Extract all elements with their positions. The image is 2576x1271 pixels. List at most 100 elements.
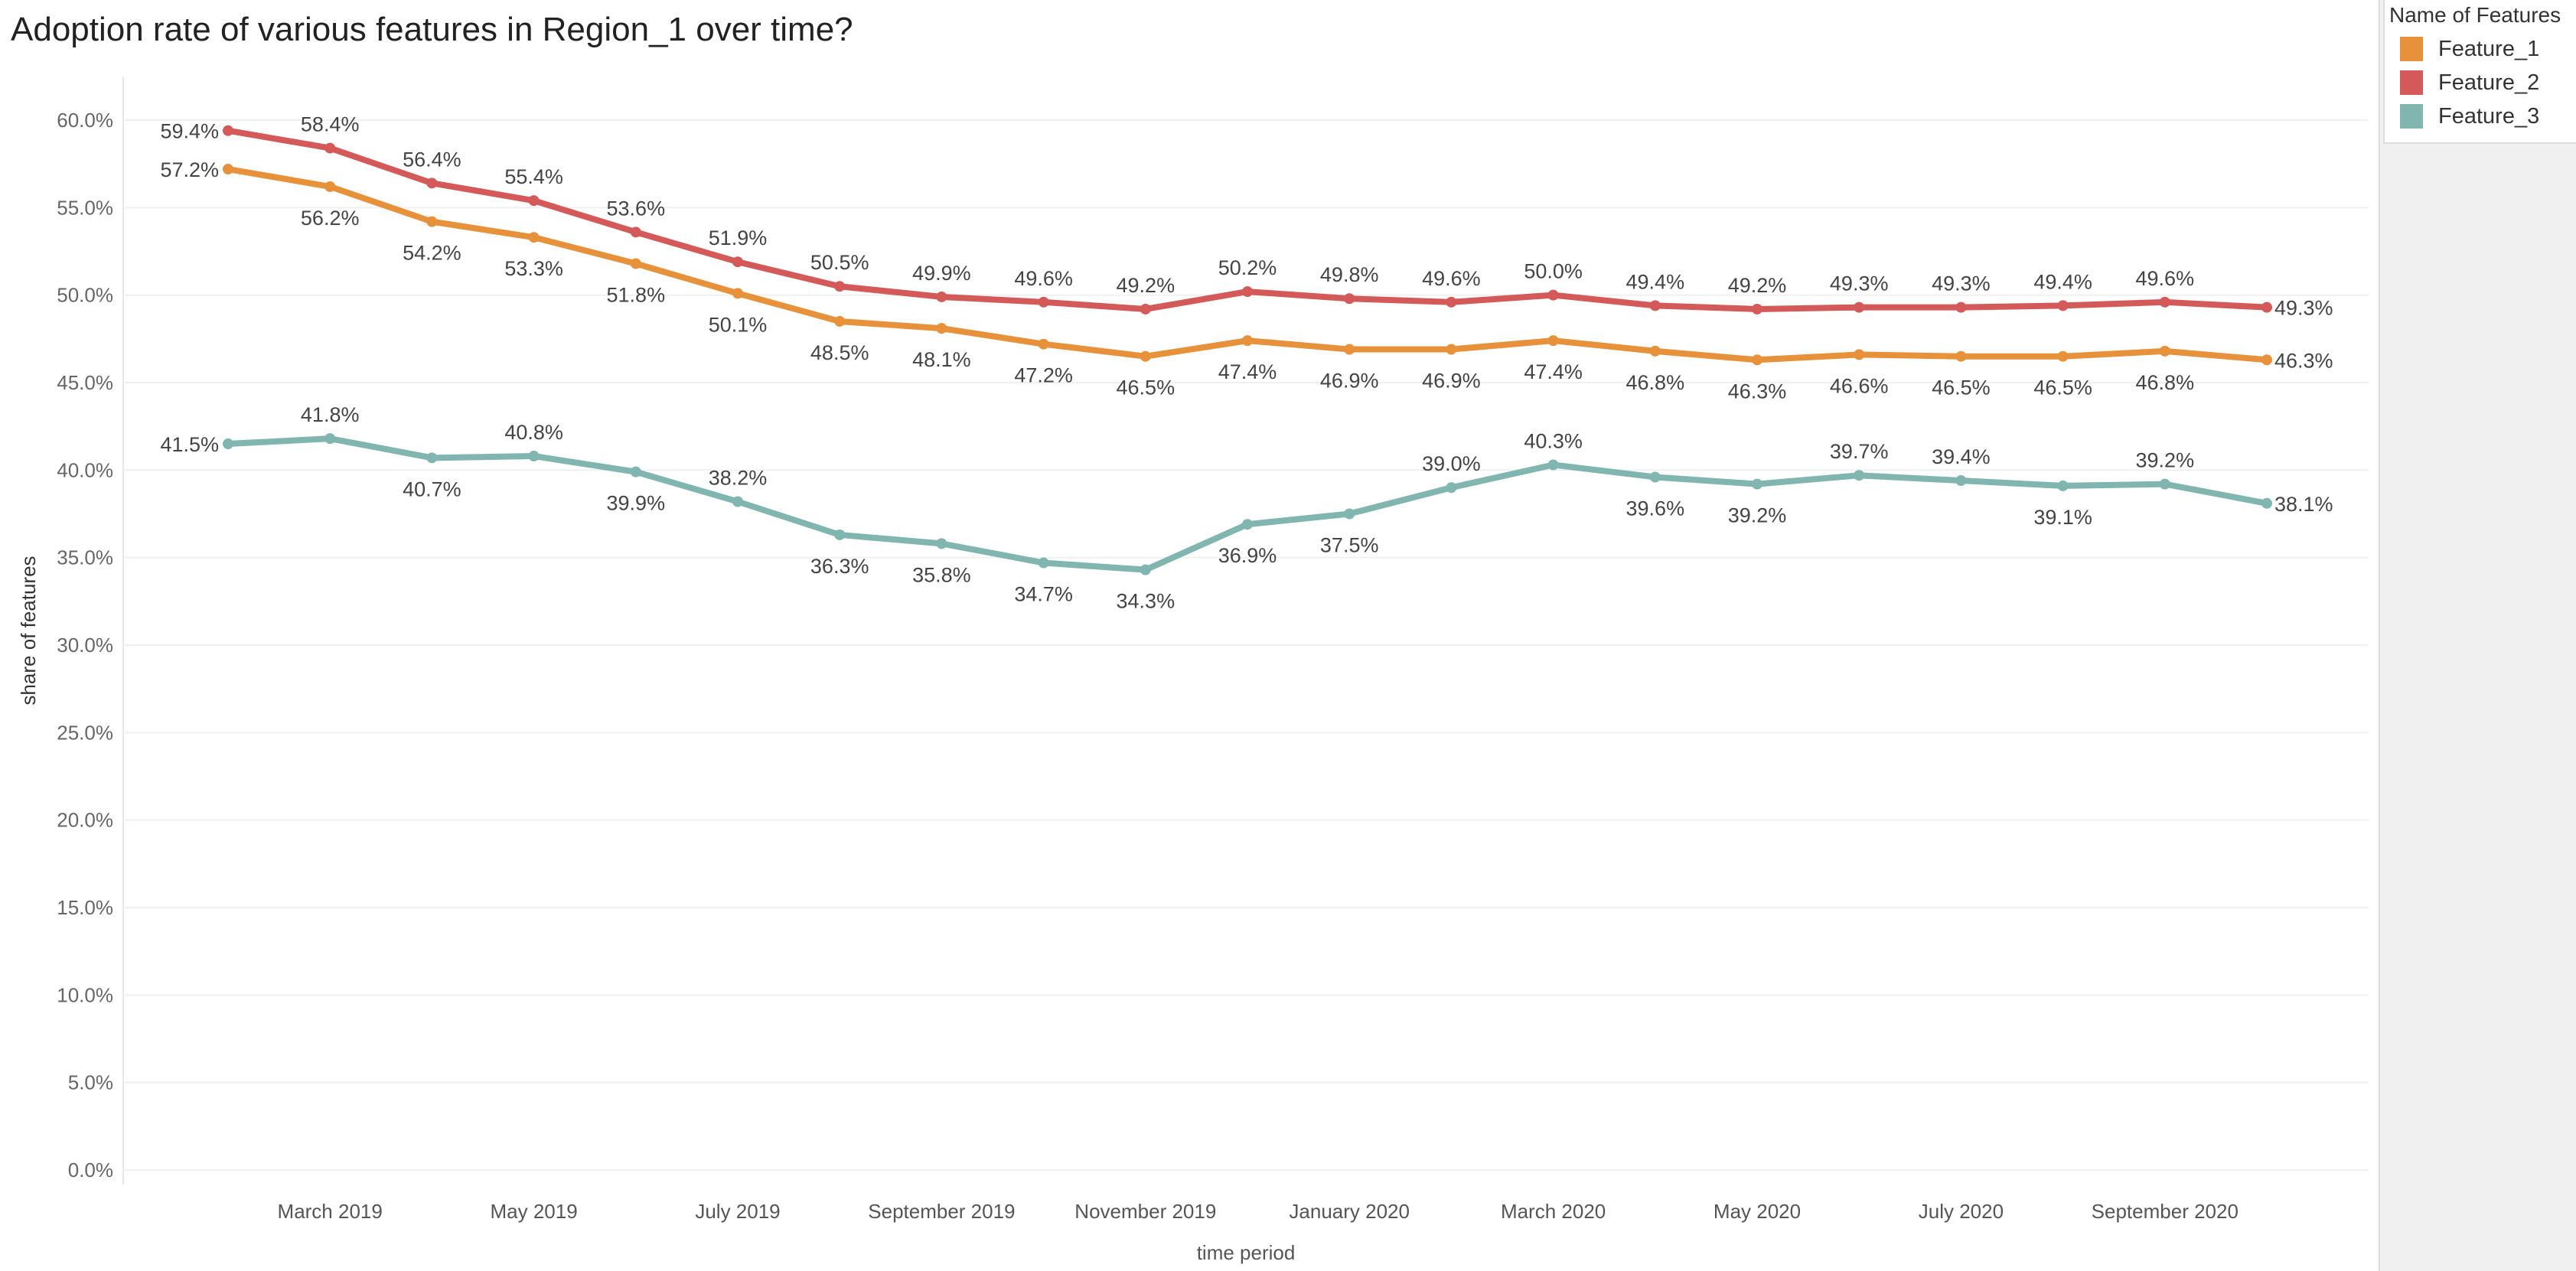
data-point: [1446, 296, 1457, 308]
x-tick-label: March 2019: [278, 1200, 383, 1223]
data-label: 39.2%: [1728, 504, 1787, 527]
data-point: [1752, 303, 1762, 314]
data-label: 46.5%: [2033, 376, 2092, 399]
data-label: 57.2%: [160, 158, 219, 181]
data-label: 48.5%: [810, 341, 869, 364]
x-tick-label: May 2020: [1714, 1200, 1801, 1223]
data-label: 46.3%: [2274, 349, 2333, 372]
data-label: 48.1%: [912, 348, 971, 371]
x-tick-label: November 2019: [1074, 1200, 1216, 1223]
data-point: [1547, 289, 1559, 301]
data-label: 59.4%: [160, 120, 219, 143]
data-label: 41.5%: [160, 433, 219, 456]
data-label: 39.9%: [607, 492, 666, 515]
x-tick-label: January 2020: [1289, 1200, 1410, 1223]
data-label: 41.8%: [301, 403, 360, 426]
y-tick-label: 45.0%: [57, 371, 113, 394]
data-point: [1140, 303, 1151, 314]
data-label: 39.2%: [2136, 449, 2195, 472]
data-label: 40.3%: [1524, 429, 1583, 452]
data-point: [732, 288, 743, 299]
data-label: 40.8%: [504, 421, 563, 444]
y-tick-label: 35.0%: [57, 546, 113, 569]
y-tick-label: 40.0%: [57, 458, 113, 481]
x-tick-label: September 2019: [868, 1200, 1015, 1223]
data-label: 50.5%: [810, 251, 869, 274]
y-tick-label: 10.0%: [57, 983, 113, 1006]
data-label: 39.4%: [1932, 445, 1991, 468]
data-label: 35.8%: [912, 563, 971, 586]
legend-item-feature-1[interactable]: Feature_1: [2385, 32, 2576, 66]
data-label: 49.4%: [1626, 270, 1685, 293]
data-label: 49.4%: [2033, 270, 2092, 293]
y-tick-label: 50.0%: [57, 284, 113, 307]
data-label: 46.9%: [1422, 370, 1481, 393]
legend-panel: Name of Features Feature_1 Feature_2 Fea…: [2379, 0, 2576, 1271]
data-point: [2057, 350, 2069, 362]
data-point: [2159, 296, 2170, 308]
legend-label: Feature_2: [2438, 70, 2540, 95]
data-point: [1242, 335, 1253, 347]
data-point: [324, 142, 336, 154]
data-label: 56.4%: [403, 148, 461, 171]
data-label: 49.6%: [2136, 267, 2195, 290]
legend-label: Feature_3: [2438, 103, 2540, 129]
data-point: [2159, 345, 2170, 357]
legend: Name of Features Feature_1 Feature_2 Fea…: [2383, 0, 2576, 144]
data-point: [223, 438, 233, 450]
y-tick-label: 15.0%: [57, 896, 113, 919]
legend-item-feature-2[interactable]: Feature_2: [2385, 66, 2576, 99]
data-point: [426, 452, 438, 464]
line-chart: 0.0% 5.0% 10.0% 15.0% 20.0% 25.0% 30.0% 35.0% 40…: [17, 77, 2369, 1264]
data-point: [1446, 344, 1457, 355]
data-label: 39.7%: [1830, 440, 1889, 463]
data-label: 47.4%: [1218, 360, 1277, 383]
data-label: 49.3%: [1932, 272, 1991, 295]
y-tick-label: 30.0%: [57, 634, 113, 657]
x-tick-label: September 2020: [2092, 1200, 2239, 1223]
data-point: [732, 496, 743, 507]
data-point: [630, 226, 641, 238]
data-label: 50.1%: [709, 313, 768, 336]
data-point: [1140, 564, 1151, 575]
y-tick-label: 20.0%: [57, 809, 113, 832]
legend-swatch: [2400, 70, 2423, 95]
legend-label: Feature_1: [2438, 36, 2540, 61]
data-label: 46.9%: [1320, 370, 1379, 393]
data-point: [324, 181, 336, 192]
data-label: 47.2%: [1014, 364, 1073, 387]
x-tick-label: July 2020: [1919, 1200, 2004, 1223]
y-axis-title: share of features: [17, 556, 40, 705]
data-point: [1854, 470, 1865, 481]
data-point: [1752, 354, 1762, 366]
data-label: 49.3%: [1830, 272, 1889, 295]
data-point: [1854, 349, 1865, 360]
data-label: 37.5%: [1320, 534, 1379, 557]
data-label: 46.8%: [2136, 371, 2195, 394]
legend-swatch: [2400, 104, 2423, 129]
data-point: [1955, 350, 1967, 362]
data-point: [528, 451, 540, 462]
data-label: 34.3%: [1117, 590, 1176, 613]
data-label: 39.0%: [1422, 452, 1481, 475]
data-label: 50.2%: [1218, 256, 1277, 279]
data-point: [1446, 482, 1457, 494]
y-tick-label: 0.0%: [68, 1159, 113, 1181]
data-label: 40.7%: [403, 477, 461, 500]
data-label: 53.6%: [607, 197, 666, 220]
data-point: [528, 195, 540, 207]
data-label: 55.4%: [504, 165, 563, 188]
data-point: [936, 323, 947, 334]
data-label: 51.9%: [709, 226, 768, 249]
data-point: [2057, 300, 2069, 311]
data-point: [1344, 293, 1355, 305]
data-point: [2261, 354, 2272, 366]
data-point: [936, 291, 947, 302]
legend-item-feature-3[interactable]: Feature_3: [2385, 99, 2576, 133]
data-label: 49.3%: [2274, 297, 2333, 320]
data-point: [426, 216, 438, 227]
data-label: 46.8%: [1626, 371, 1685, 394]
data-label: 49.9%: [912, 262, 971, 285]
data-point: [426, 178, 438, 189]
data-point: [1038, 557, 1049, 569]
